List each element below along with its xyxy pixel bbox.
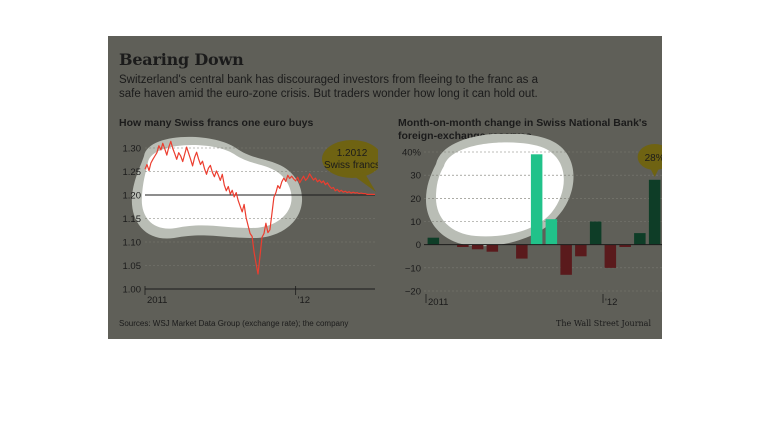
exchange-rate-chart: 1.30 1.25 1.20 1.15 1.10 1.05 1.00 2011 '12 1.2… — [123, 136, 378, 306]
graphic-panel: Bearing Down Switzerland's central bank … — [108, 36, 662, 339]
bar — [589, 221, 602, 245]
exchange-rate-chart-title: How many Swiss francs one euro buys — [119, 117, 314, 129]
y-tick-label: 1.05 — [123, 261, 142, 272]
y-tick-label: 1.00 — [123, 285, 142, 296]
reserves-chart: 40% 30 20 10 0 −10 −20 2011 '12 28% — [402, 134, 662, 308]
y-tick-label: 1.25 — [123, 167, 142, 178]
x-tick-label: 2011 — [147, 295, 167, 306]
bar — [634, 233, 646, 245]
callout-bubble — [322, 140, 378, 178]
bar — [619, 244, 631, 247]
y-tick-label: 1.15 — [123, 214, 142, 225]
y-tick-label: 20 — [410, 194, 421, 205]
callout-value: 1.2012 — [337, 148, 368, 159]
bar — [516, 244, 528, 259]
y-tick-label: 0 — [416, 240, 421, 251]
callout-unit: Swiss francs — [324, 160, 378, 171]
source-note: Sources: WSJ Market Data Group (exchange… — [119, 319, 349, 328]
bar — [486, 244, 499, 252]
y-tick-label: 40% — [402, 148, 422, 159]
callout-bubble — [637, 144, 662, 170]
bar — [604, 244, 617, 268]
bar — [471, 244, 484, 250]
x-tick-label: 2011 — [428, 297, 448, 308]
callout-pointer — [649, 167, 660, 177]
bar — [427, 237, 440, 245]
dek: Switzerland's central bank has discourag… — [119, 74, 538, 100]
y-tick-label: 1.20 — [123, 191, 142, 202]
highlight-blob — [141, 144, 292, 229]
headline: Bearing Down — [119, 50, 244, 69]
callout-pointer — [354, 172, 376, 192]
bar — [457, 244, 469, 247]
y-tick-label: 1.30 — [123, 144, 142, 155]
credit: The Wall Street Journal — [556, 319, 651, 328]
y-tick-label: 30 — [410, 171, 421, 182]
x-tick-label: '12 — [298, 295, 310, 306]
bar — [575, 244, 587, 257]
bar — [648, 179, 661, 245]
y-tick-label: −10 — [405, 263, 421, 274]
bar — [545, 219, 558, 245]
exchange-rate-line — [144, 140, 375, 275]
bar — [560, 244, 572, 275]
y-tick-label: −20 — [405, 287, 421, 298]
x-tick-label: '12 — [605, 297, 617, 308]
y-tick-label: 1.10 — [123, 238, 142, 249]
callout-value: 28% — [645, 153, 662, 164]
bar — [530, 154, 543, 245]
y-tick-label: 10 — [410, 217, 421, 228]
